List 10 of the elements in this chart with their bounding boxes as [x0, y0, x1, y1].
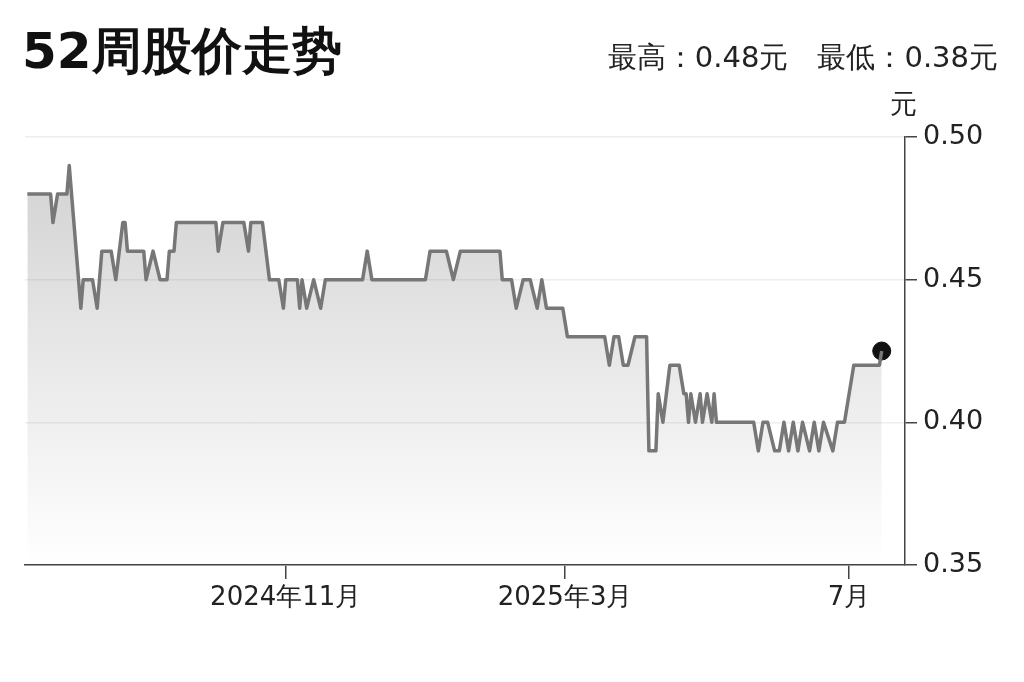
y-tick-label: 0.40 — [923, 404, 984, 436]
x-tick-label: 2025年3月 — [497, 581, 633, 612]
y-tick-label: 0.50 — [923, 119, 984, 151]
x-tick-label: 2024年11月 — [210, 581, 362, 612]
chart-title: 52周股价走势 — [22, 21, 342, 82]
x-tick-label: 7月 — [827, 581, 871, 612]
y-axis-title: 元 — [890, 87, 917, 121]
chart-subtitle: 最高：0.48元 最低：0.38元 — [607, 39, 998, 76]
y-tick-label: 0.35 — [923, 547, 984, 579]
y-tick-label: 0.45 — [923, 261, 984, 293]
